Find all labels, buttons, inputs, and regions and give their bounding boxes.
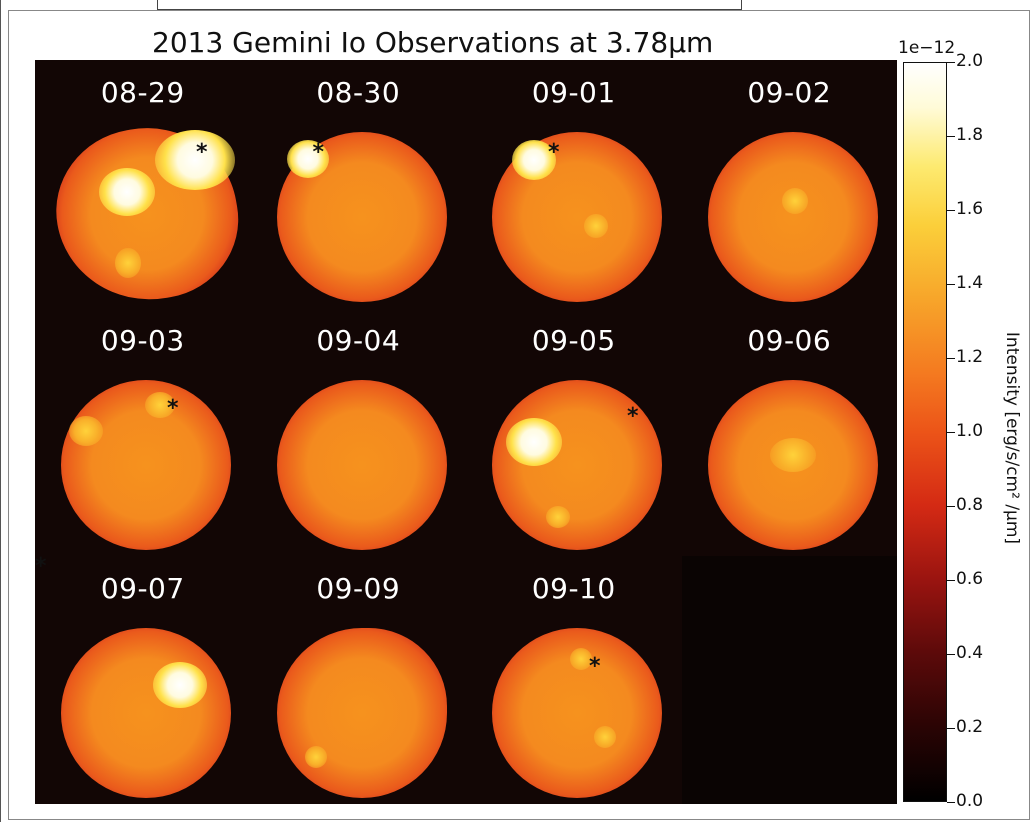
- panel-label: 08-30: [316, 76, 401, 109]
- colorbar-tick-label: 2.0: [956, 51, 984, 71]
- panel-09-07: 09-07 *: [35, 556, 251, 804]
- figure-title: 2013 Gemini Io Observations at 3.78μm: [152, 26, 714, 59]
- panel-empty: [681, 556, 897, 804]
- panel-label: 09-10: [531, 572, 616, 605]
- colorbar-tick: [947, 136, 955, 137]
- colorbar-tick: [947, 580, 955, 581]
- colorbar-tick: [947, 802, 955, 803]
- colorbar-tick: [947, 506, 955, 507]
- panel-09-05: 09-05 *: [466, 308, 682, 556]
- hotspot-marker: *: [35, 556, 47, 579]
- panel-09-01: 09-01 *: [466, 60, 682, 308]
- colorbar-tick-label: 1.8: [956, 125, 984, 145]
- panel-08-29: 08-29 *: [35, 60, 251, 308]
- colorbar-tick: [947, 284, 955, 285]
- panel-label: 09-01: [531, 76, 616, 109]
- colorbar-tick: [947, 62, 955, 63]
- panel-label: 09-07: [100, 572, 185, 605]
- panel-09-06: 09-06: [681, 308, 897, 556]
- colorbar-tick-label: 0.8: [956, 495, 984, 515]
- colorbar-tick: [947, 210, 955, 211]
- colorbar: [903, 62, 947, 802]
- hotspot-marker: *: [167, 396, 179, 421]
- hotspot-marker: *: [196, 140, 208, 165]
- colorbar-tick: [947, 432, 955, 433]
- hotspot-marker: *: [627, 404, 639, 429]
- colorbar-tick-label: 0.6: [956, 569, 984, 589]
- panel-label: 09-03: [100, 324, 185, 357]
- panel-09-10: 09-10 *: [466, 556, 682, 804]
- panel-09-04: 09-04: [250, 308, 466, 556]
- colorbar-tick-label: 0.4: [956, 643, 984, 663]
- panel-label: 08-29: [100, 76, 185, 109]
- colorbar-exponent: 1e−12: [898, 38, 956, 58]
- hotspot-marker: *: [312, 140, 325, 165]
- panel-label: 09-05: [531, 324, 616, 357]
- colorbar-tick-label: 0.2: [956, 717, 984, 737]
- colorbar-tick-label: 1.4: [956, 273, 984, 293]
- panel-label: 09-06: [747, 324, 832, 357]
- page-top-box-edge: [157, 0, 742, 10]
- panel-09-02: 09-02: [681, 60, 897, 308]
- panel-08-30: 08-30 *: [250, 60, 466, 308]
- page-left-edge: [0, 0, 1, 822]
- colorbar-tick-label: 1.6: [956, 199, 984, 219]
- colorbar-tick-label: 1.2: [956, 347, 984, 367]
- page-top-margin: [0, 0, 1032, 10]
- hotspot-marker: *: [548, 140, 560, 165]
- panel-09-09: 09-09: [250, 556, 466, 804]
- colorbar-tick: [947, 728, 955, 729]
- colorbar-tick-label: 0.0: [956, 791, 984, 811]
- hotspot-marker: *: [589, 654, 601, 679]
- panel-label: 09-02: [747, 76, 832, 109]
- colorbar-tick: [947, 358, 955, 359]
- figure-frame: [8, 10, 1030, 820]
- panel-09-03: 09-03 *: [35, 308, 251, 556]
- colorbar-tick-label: 1.0: [956, 421, 984, 441]
- colorbar-tick: [947, 654, 955, 655]
- colorbar-label: Intensity [erg/s/cm² /μm]: [1002, 331, 1022, 545]
- panel-label: 09-09: [316, 572, 401, 605]
- io-image-mosaic: 08-29 * 08-30 * 09-01 * 09-02 09-03 * 09…: [35, 60, 897, 804]
- panel-label: 09-04: [316, 324, 401, 357]
